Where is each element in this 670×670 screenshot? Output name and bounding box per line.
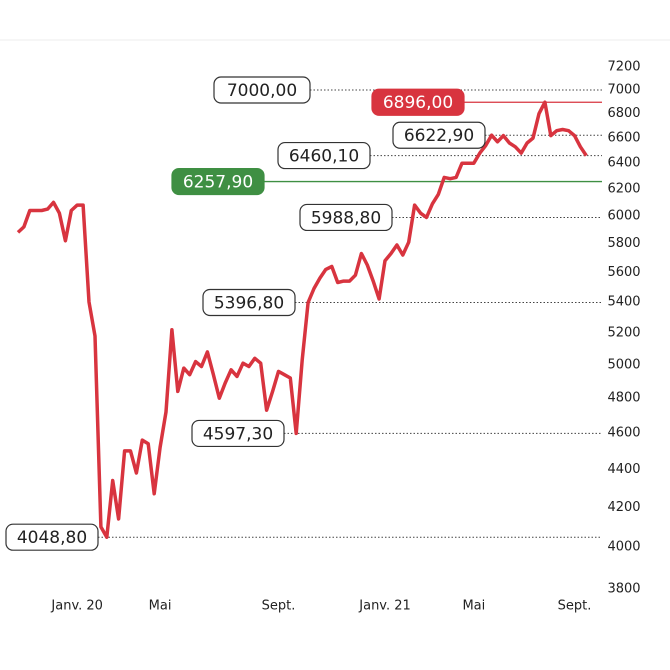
x-tick-label: Mai	[462, 599, 485, 614]
annotation-label: 6257,90	[183, 173, 253, 193]
annotation-label: 5396,80	[214, 293, 284, 313]
x-tick-label: Sept.	[558, 599, 592, 614]
annotation-box	[392, 121, 486, 149]
y-tick-label: 3800	[607, 582, 640, 597]
annotation-box	[213, 76, 311, 104]
y-tick-label: 7200	[607, 60, 640, 75]
y-tick-label: 4000	[607, 540, 640, 555]
y-tick-label: 5000	[607, 357, 640, 372]
annotation-label: 4597,30	[203, 424, 273, 444]
y-tick-label: 5600	[607, 265, 640, 280]
annotation-box	[202, 288, 296, 317]
y-tick-label: 6800	[607, 106, 640, 121]
y-tick-label: 6400	[607, 156, 640, 171]
x-tick-label: Sept.	[262, 599, 296, 614]
annotation-box	[171, 167, 265, 196]
x-tick-label: Mai	[149, 599, 172, 614]
y-tick-label: 6200	[607, 182, 640, 197]
annotation-label: 5988,80	[311, 208, 381, 228]
y-tick-label: 6600	[607, 131, 640, 146]
annotation-box	[371, 88, 465, 116]
y-tick-label: 5400	[607, 294, 640, 309]
annotation-label: 6622,90	[404, 126, 474, 146]
x-tick-label: Janv. 20	[50, 599, 103, 614]
y-tick-label: 7000	[607, 83, 640, 98]
annotation-box	[277, 141, 371, 170]
annotation-label: 7000,00	[227, 81, 297, 101]
y-tick-label: 4200	[607, 500, 640, 515]
y-tick-label: 4400	[607, 462, 640, 477]
y-tick-label: 4800	[607, 391, 640, 406]
data-line	[16, 100, 588, 539]
y-tick-label: 5200	[607, 325, 640, 340]
annotation-box	[299, 203, 393, 232]
annotation-label: 6896,00	[383, 93, 453, 113]
y-tick-label: 5800	[607, 236, 640, 251]
annotation-box	[191, 419, 285, 448]
y-tick-label: 6000	[607, 208, 640, 223]
x-tick-label: Janv. 21	[358, 599, 411, 614]
annotation-label: 4048,80	[17, 528, 87, 548]
y-tick-label: 4600	[607, 425, 640, 440]
annotation-label: 6460,10	[289, 147, 359, 167]
annotation-box	[5, 523, 99, 551]
